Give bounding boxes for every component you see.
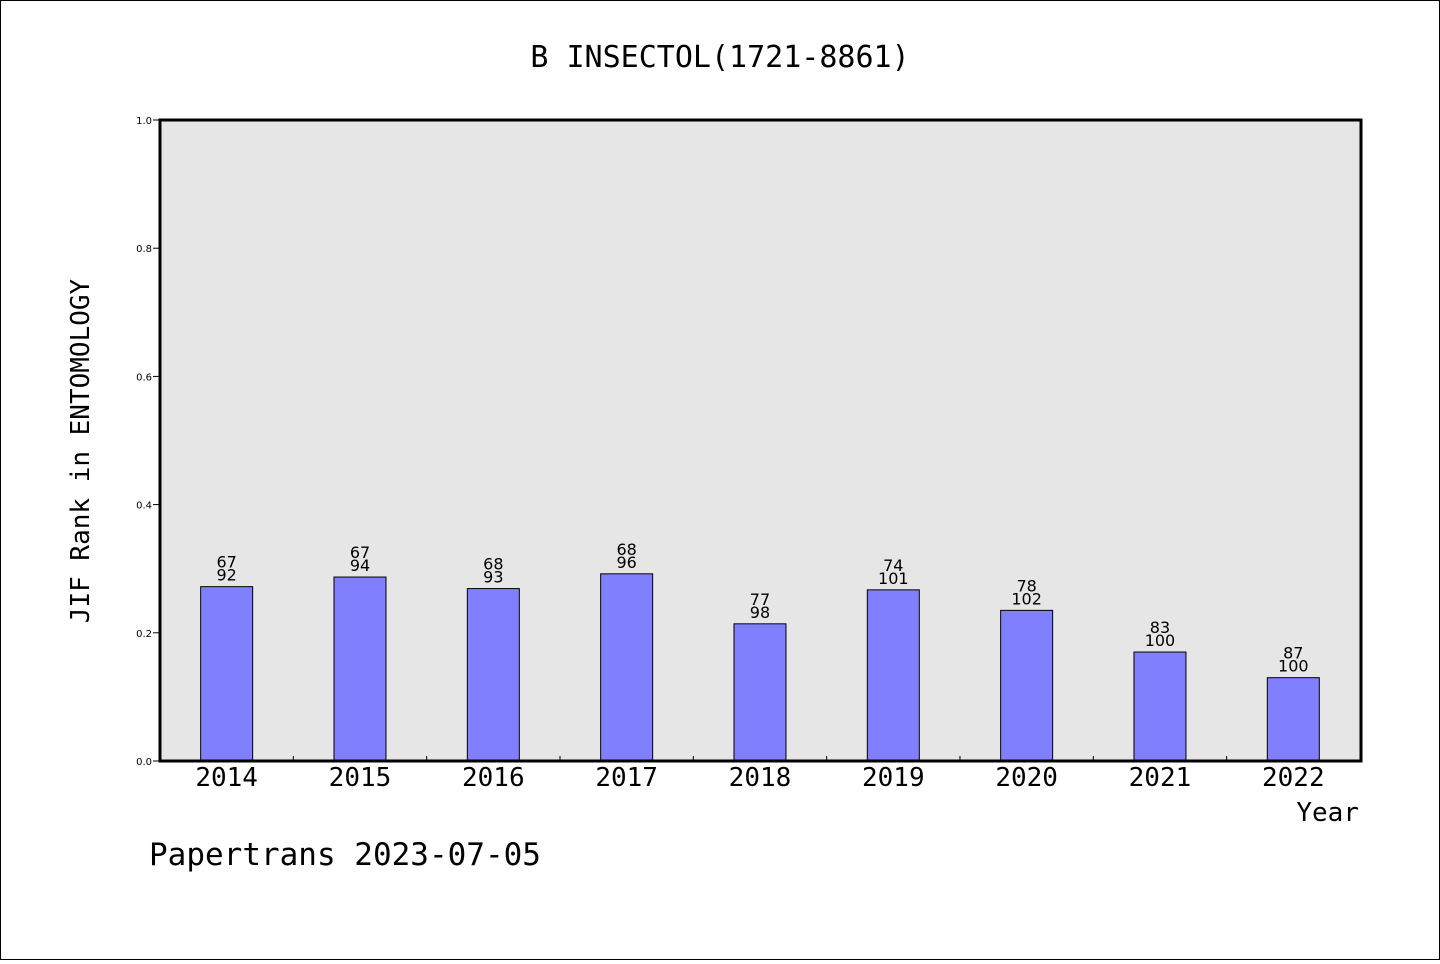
x-tick-label-2021: 2021 [1129, 763, 1192, 793]
bar-rank-label: 68 [483, 555, 503, 574]
bar-total-label: 93 [483, 568, 503, 587]
y-tick-label: 0.6 [136, 372, 152, 383]
bar-total-label: 102 [1011, 589, 1042, 608]
bar-2020 [1000, 609, 1054, 762]
bar-rank-label: 74 [883, 556, 903, 575]
bar-total-label: 100 [1278, 657, 1309, 676]
y-tick-label: 0.0 [136, 757, 152, 768]
x-tick-label-2020: 2020 [995, 763, 1058, 793]
bar-2021 [1133, 651, 1187, 762]
bar-2022 [1266, 677, 1320, 762]
y-axis-label: JIF Rank in ENTOMOLOGY [66, 278, 96, 623]
bar-total-label: 92 [216, 566, 236, 585]
bar-rank-label: 67 [350, 543, 370, 562]
bar-2017 [600, 573, 654, 762]
y-tick-label: 0.4 [136, 501, 152, 512]
bar-2014 [200, 586, 254, 762]
footer-text: Papertrans 2023-07-05 [149, 837, 541, 873]
bar-rank-label: 83 [1150, 618, 1170, 637]
x-tick-label-2014: 2014 [195, 763, 258, 793]
y-tick-label: 0.2 [136, 629, 152, 640]
bar-rank-label: 68 [616, 540, 636, 559]
bar-2019 [866, 589, 920, 762]
x-tick-label-2016: 2016 [462, 763, 525, 793]
x-tick-label-2022: 2022 [1262, 763, 1325, 793]
x-tick-label-2017: 2017 [595, 763, 658, 793]
y-tick-label: 0.8 [136, 244, 152, 255]
bar-rank-label: 67 [216, 553, 236, 572]
bar-total-label: 100 [1145, 631, 1176, 650]
y-tick-label: 1.0 [136, 116, 152, 127]
x-tick-label-2018: 2018 [729, 763, 792, 793]
bar-total-label: 94 [350, 556, 370, 575]
axis-ticks-group: 0.0 0.2 0.4 0.6 0.8 1.0 2014 2015 2016 2017 2018 20… [136, 116, 1325, 793]
bar-total-label: 101 [878, 569, 909, 588]
bar-2015 [333, 576, 387, 762]
bar-total-label: 96 [616, 553, 636, 572]
x-tick-label-2015: 2015 [329, 763, 392, 793]
bar-total-label: 98 [750, 603, 770, 622]
bar-rank-label: 77 [750, 590, 770, 609]
bar-rank-label: 87 [1283, 644, 1303, 663]
chart-title: B INSECTOL(1721-8861) [530, 40, 909, 75]
bar-2018 [733, 623, 787, 762]
bar-rank-label: 78 [1016, 576, 1036, 595]
x-axis-label: Year [1296, 798, 1359, 828]
bar-2016 [466, 588, 520, 762]
x-tick-label-2019: 2019 [862, 763, 925, 793]
plot-border [158, 118, 1363, 763]
